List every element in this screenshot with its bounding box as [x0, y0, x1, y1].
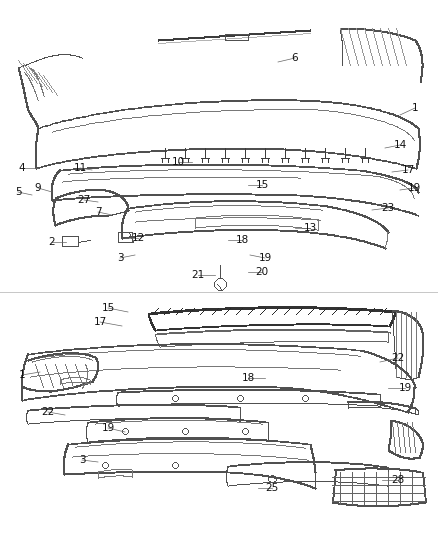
Text: 19: 19 [399, 383, 412, 393]
Text: 10: 10 [171, 157, 184, 167]
Text: 9: 9 [35, 183, 41, 193]
Text: 15: 15 [255, 180, 268, 190]
Text: 28: 28 [392, 475, 405, 485]
Text: 1: 1 [19, 370, 25, 380]
Text: 15: 15 [101, 303, 115, 313]
Text: 22: 22 [41, 407, 55, 417]
Text: 23: 23 [381, 203, 395, 213]
Text: 18: 18 [235, 235, 249, 245]
Text: 12: 12 [131, 233, 145, 243]
Text: 17: 17 [93, 317, 106, 327]
Text: 5: 5 [15, 187, 21, 197]
Text: 4: 4 [19, 163, 25, 173]
Text: 6: 6 [292, 53, 298, 63]
Text: 22: 22 [392, 353, 405, 363]
Text: 27: 27 [78, 195, 91, 205]
Text: 17: 17 [401, 165, 415, 175]
Text: 20: 20 [255, 267, 268, 277]
Text: 19: 19 [407, 183, 420, 193]
Text: 18: 18 [241, 373, 254, 383]
Text: 3: 3 [79, 455, 85, 465]
Text: 1: 1 [412, 103, 418, 113]
Text: 14: 14 [393, 140, 406, 150]
Text: 25: 25 [265, 483, 279, 493]
Text: 7: 7 [95, 207, 101, 217]
Text: 21: 21 [191, 270, 205, 280]
Text: 19: 19 [101, 423, 115, 433]
Text: 3: 3 [117, 253, 124, 263]
Text: 19: 19 [258, 253, 272, 263]
Text: 2: 2 [49, 237, 55, 247]
Text: 13: 13 [304, 223, 317, 233]
Text: 11: 11 [74, 163, 87, 173]
